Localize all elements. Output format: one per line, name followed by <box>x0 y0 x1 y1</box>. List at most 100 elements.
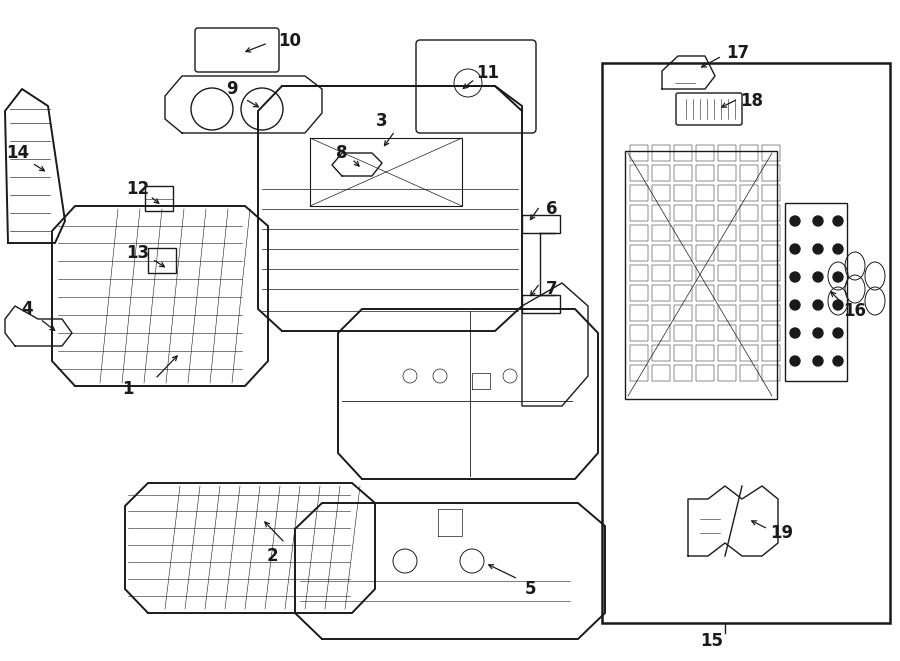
Bar <box>718 325 736 341</box>
Bar <box>630 145 648 161</box>
Text: 9: 9 <box>226 80 238 98</box>
Bar <box>148 248 176 273</box>
Bar <box>630 165 648 181</box>
Bar <box>762 265 780 281</box>
Bar <box>718 365 736 381</box>
Bar <box>762 205 780 221</box>
Bar <box>630 245 648 261</box>
Circle shape <box>813 216 823 226</box>
Bar <box>718 225 736 241</box>
Bar <box>522 215 560 233</box>
Bar <box>602 63 890 623</box>
Bar <box>674 225 692 241</box>
Bar <box>740 185 758 201</box>
Bar <box>740 325 758 341</box>
Bar <box>674 205 692 221</box>
Circle shape <box>813 272 823 282</box>
Bar <box>718 345 736 361</box>
Bar <box>718 165 736 181</box>
Bar <box>310 138 462 206</box>
Circle shape <box>813 300 823 310</box>
Bar <box>762 285 780 301</box>
Bar <box>762 325 780 341</box>
Bar <box>652 325 670 341</box>
Bar <box>740 165 758 181</box>
Bar <box>696 205 714 221</box>
Circle shape <box>790 272 800 282</box>
Bar <box>762 365 780 381</box>
Bar <box>674 365 692 381</box>
Bar <box>674 245 692 261</box>
Bar <box>145 186 173 211</box>
Bar <box>740 145 758 161</box>
Bar <box>762 305 780 321</box>
Text: 6: 6 <box>546 200 558 218</box>
Bar <box>762 165 780 181</box>
Bar <box>718 305 736 321</box>
Bar <box>696 145 714 161</box>
Bar <box>674 305 692 321</box>
Bar <box>630 265 648 281</box>
Bar <box>740 245 758 261</box>
Text: 19: 19 <box>770 524 794 542</box>
Bar <box>762 225 780 241</box>
Circle shape <box>833 356 843 366</box>
Bar <box>696 245 714 261</box>
Bar <box>630 325 648 341</box>
Text: 2: 2 <box>266 547 278 565</box>
Bar <box>630 305 648 321</box>
Bar <box>652 205 670 221</box>
Text: 16: 16 <box>843 302 867 320</box>
Bar <box>740 285 758 301</box>
Bar <box>652 365 670 381</box>
Bar <box>718 285 736 301</box>
Text: 18: 18 <box>741 92 763 110</box>
Bar <box>652 225 670 241</box>
Bar <box>762 185 780 201</box>
Circle shape <box>813 244 823 254</box>
Bar <box>696 325 714 341</box>
Text: 3: 3 <box>376 112 388 130</box>
Bar <box>652 305 670 321</box>
Text: 14: 14 <box>6 144 30 162</box>
Circle shape <box>790 328 800 338</box>
Bar <box>740 205 758 221</box>
Circle shape <box>813 356 823 366</box>
Text: 13: 13 <box>126 244 149 262</box>
Bar <box>696 225 714 241</box>
Bar <box>696 265 714 281</box>
Bar <box>762 245 780 261</box>
Bar <box>696 345 714 361</box>
Bar <box>718 145 736 161</box>
Bar <box>762 145 780 161</box>
Bar <box>718 245 736 261</box>
Bar <box>696 165 714 181</box>
Bar <box>652 345 670 361</box>
Bar <box>718 205 736 221</box>
Text: 8: 8 <box>337 144 347 162</box>
Bar <box>630 185 648 201</box>
Bar <box>630 365 648 381</box>
Bar <box>625 151 777 399</box>
Text: 7: 7 <box>546 280 558 298</box>
Circle shape <box>833 244 843 254</box>
Circle shape <box>833 328 843 338</box>
Text: 12: 12 <box>126 180 149 198</box>
Bar <box>740 365 758 381</box>
Bar <box>652 185 670 201</box>
Bar <box>674 325 692 341</box>
Bar <box>740 345 758 361</box>
Bar <box>762 345 780 361</box>
Bar <box>740 265 758 281</box>
Circle shape <box>790 216 800 226</box>
Bar <box>630 225 648 241</box>
Bar <box>696 185 714 201</box>
Bar <box>652 285 670 301</box>
Text: 15: 15 <box>700 632 724 650</box>
Circle shape <box>833 300 843 310</box>
Bar <box>674 345 692 361</box>
Bar <box>740 305 758 321</box>
Circle shape <box>833 216 843 226</box>
Bar <box>522 295 560 313</box>
Text: 1: 1 <box>122 380 134 398</box>
